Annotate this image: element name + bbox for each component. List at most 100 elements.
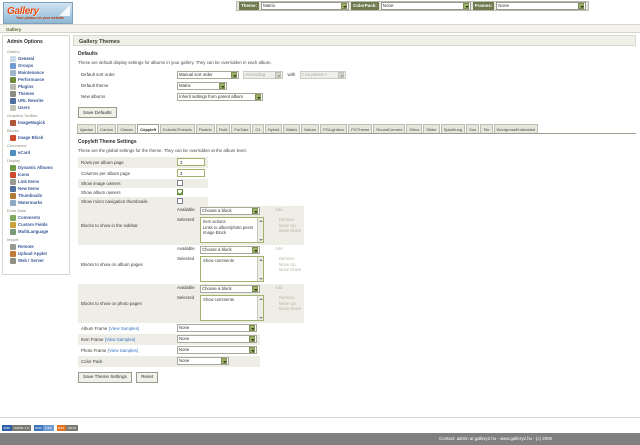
theme-selector-dropdown[interactable]: Matrix [261, 2, 350, 10]
sidebar-item-icons[interactable]: Icons [3, 171, 69, 178]
sort-direction-dropdown[interactable]: Ascending [243, 70, 284, 79]
selected-blocks-list[interactable]: Show comments [200, 295, 264, 321]
tab-eclecticthreads[interactable]: EclecticThreads [160, 124, 195, 133]
frames-selector-dropdown[interactable]: None [496, 2, 587, 10]
list-item[interactable]: Links to album/photo peers [203, 224, 254, 230]
tab-g1[interactable]: G1 [252, 124, 264, 133]
sidebar-item-link-items[interactable]: Link Items [3, 178, 69, 185]
add-block-button[interactable]: Add [275, 246, 283, 251]
tab-pglightbox[interactable]: PGLightbox [320, 124, 348, 133]
available-block-dropdown[interactable]: Choose a block [200, 246, 260, 254]
sidebar-item-multilanguage[interactable]: MultiLanguage [3, 228, 69, 235]
breadcrumb-gallery[interactable]: Gallery [6, 26, 22, 32]
sidebar-item-url-rewrite[interactable]: URL Rewrite [3, 97, 69, 104]
sidebar-item-web-server[interactable]: Web / Server [3, 257, 69, 264]
remove-block-button[interactable]: Remove [279, 217, 295, 222]
move-down-button[interactable]: Move Down [279, 267, 302, 272]
photo-frame-dropdown[interactable]: None [177, 346, 257, 354]
album-frame-view-samples-link[interactable]: (View Samples) [108, 325, 140, 331]
move-down-button[interactable]: Move Down [279, 228, 302, 233]
move-down-button[interactable]: Move Down [279, 306, 302, 311]
move-up-button[interactable]: Move Up [279, 300, 296, 306]
save-theme-settings-button[interactable]: Save Theme Settings [78, 371, 132, 383]
tab-ajaxian[interactable]: Ajaxian [77, 124, 97, 133]
validation-badge[interactable]: W3C CSS [33, 425, 54, 431]
validation-badge[interactable]: W3C XHTML 1.0 [2, 425, 31, 431]
remove-block-button[interactable]: Remove [279, 256, 295, 261]
show-micro-nav-row: Show micro navigation thumbnails [78, 196, 208, 206]
tab-splatkung[interactable]: SplatKung [440, 124, 466, 133]
tab-wordpressembedded[interactable]: WordpressEmbedded [493, 124, 539, 133]
tab-roundcorners[interactable]: RoundCorners [373, 124, 406, 133]
sidebar-item-groups[interactable]: Groups [3, 62, 69, 69]
sidebar-item-custom-fields[interactable]: Custom Fields [3, 221, 69, 228]
sidebar-item-maintenance[interactable]: Maintenance [3, 69, 69, 76]
sidebar-item-imagemagick[interactable]: ImageMagick [3, 119, 69, 126]
sidebar-item-performance[interactable]: Performance [3, 76, 69, 83]
move-up-button[interactable]: Move Up [279, 222, 296, 228]
sidebar-item-dynamic-albums[interactable]: Dynamic Albums [3, 164, 69, 171]
item-frame-view-samples-link[interactable]: (View Samples) [104, 336, 136, 342]
tab-tile[interactable]: Tile [480, 124, 493, 133]
show-image-owners-checkbox[interactable] [177, 180, 183, 186]
tab-sun[interactable]: Sun [466, 124, 480, 133]
sidebar-item-users[interactable]: Users [3, 104, 69, 111]
item-frame-dropdown[interactable]: None [177, 335, 257, 343]
columns-per-page-input[interactable]: 3 [177, 169, 205, 177]
validation-badge[interactable]: RSS VALID [56, 425, 79, 431]
move-up-button[interactable]: Move Up [279, 261, 296, 267]
selected-blocks-list[interactable]: Show comments [200, 256, 264, 282]
sidebar-item-thumbnails[interactable]: Thumbnails [3, 192, 69, 199]
tab-floatrix[interactable]: Floatrix [195, 124, 215, 133]
new-albums-dropdown[interactable]: Inherit settings from parent album [177, 92, 263, 101]
sidebar-item-comments[interactable]: Comments [3, 214, 69, 221]
list-item[interactable]: Item actions [203, 219, 226, 224]
sidebar-item-general[interactable]: General [3, 55, 69, 62]
sidebar-item-upload-applet[interactable]: Upload Applet [3, 250, 69, 257]
available-block-dropdown[interactable]: Choose a block [200, 207, 260, 215]
scrollbar[interactable] [257, 218, 263, 242]
list-item[interactable]: Image Block [203, 230, 227, 235]
tab-classic[interactable]: Classic [117, 124, 137, 133]
reset-button[interactable]: Reset [136, 371, 159, 383]
gallery-logo[interactable]: Gallery Your photos on your website [3, 2, 73, 24]
show-micro-nav-checkbox[interactable] [177, 198, 183, 204]
tab-fluid[interactable]: Fluid [215, 124, 231, 133]
tab-matrix[interactable]: Matrix [283, 124, 301, 133]
sort-preset-dropdown[interactable]: < no preset > [299, 70, 346, 79]
colorpack-selector-dropdown[interactable]: None [380, 2, 471, 10]
default-sort-order-dropdown[interactable]: Manual sort order [177, 70, 239, 79]
tab-forsale[interactable]: ForSale [231, 124, 252, 133]
sidebar-item-themes[interactable]: Themes [3, 90, 69, 97]
sidebar-item-remote[interactable]: Remote [3, 243, 69, 250]
sidebar-item-plugins[interactable]: Plugins [3, 83, 69, 90]
add-block-button[interactable]: Add [275, 285, 283, 290]
rows-per-page-input[interactable]: 3 [177, 158, 205, 166]
tab-hybrid[interactable]: Hybrid [264, 124, 283, 133]
tab-nature[interactable]: Nature [301, 124, 320, 133]
sidebar-item-ecard[interactable]: eCard [3, 149, 69, 156]
add-block-button[interactable]: Add [275, 207, 283, 212]
list-item[interactable]: Show comments [203, 297, 234, 302]
tab-slider[interactable]: Slider [423, 124, 440, 133]
selected-blocks-list[interactable]: Item actions Links to album/photo peers Im… [200, 217, 264, 243]
tab-copyleft[interactable]: Copyleft [137, 124, 160, 133]
scrollbar[interactable] [257, 257, 263, 281]
sidebar-item-watermarks[interactable]: Watermarks [3, 199, 69, 206]
color-pack-dropdown[interactable]: None [177, 357, 229, 365]
photo-frame-view-samples-link[interactable]: (View Samples) [107, 347, 139, 353]
sidebar-item-image-block[interactable]: Image Block [3, 134, 69, 141]
save-defaults-button[interactable]: Save Defaults [78, 107, 117, 118]
available-block-dropdown[interactable]: Choose a block [200, 285, 260, 293]
show-album-owners-checkbox[interactable] [177, 189, 183, 195]
tab-sirius[interactable]: Sirius [406, 124, 423, 133]
remove-block-button[interactable]: Remove [279, 295, 295, 300]
album-frame-dropdown[interactable]: None [177, 324, 257, 332]
list-item[interactable]: Show comments [203, 258, 234, 263]
default-theme-dropdown[interactable]: Matrix [177, 81, 227, 90]
available-block-value: Choose a block [202, 286, 232, 291]
sidebar-item-new-items[interactable]: New Items [3, 185, 69, 192]
scrollbar[interactable] [257, 296, 263, 320]
tab-carbon[interactable]: Carbon [97, 124, 117, 133]
tab-pgtheme[interactable]: PGTheme [348, 124, 373, 133]
